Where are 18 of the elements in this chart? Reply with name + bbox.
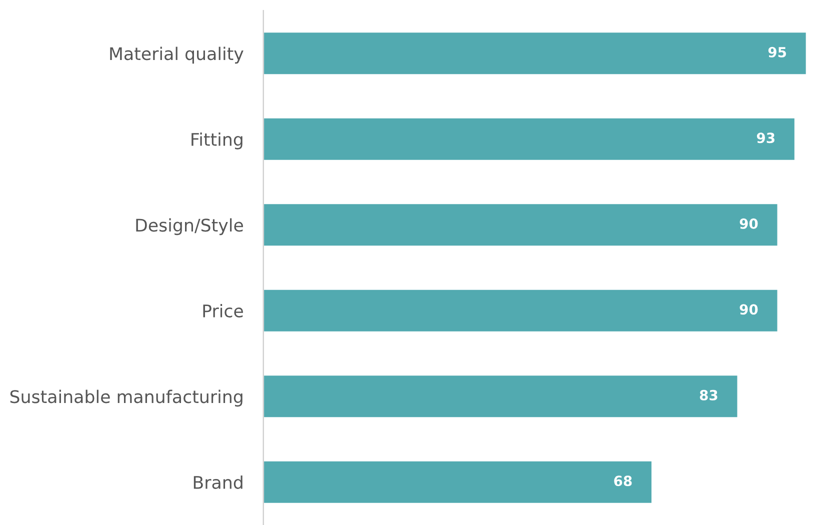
bar — [263, 31, 807, 76]
y-tick-label: Brand — [194, 476, 242, 489]
bar — [263, 374, 739, 419]
data-label: 95 — [768, 46, 786, 58]
data-label: 90 — [740, 218, 758, 229]
y-tick-label: Material quality — [110, 46, 244, 64]
y-tick-label: Price — [203, 304, 243, 318]
bar — [263, 460, 653, 504]
y-tick-label: Sustainable manufacturing — [10, 390, 242, 407]
y-tick-label: Fitting — [192, 132, 242, 150]
bar — [263, 202, 779, 248]
bar — [263, 116, 796, 162]
data-label: 93 — [756, 132, 774, 144]
data-label: 68 — [614, 476, 632, 486]
data-label: 83 — [700, 390, 718, 400]
y-tick-label: Design/Style — [136, 218, 243, 236]
data-label: 90 — [740, 304, 758, 315]
bar — [263, 288, 779, 333]
